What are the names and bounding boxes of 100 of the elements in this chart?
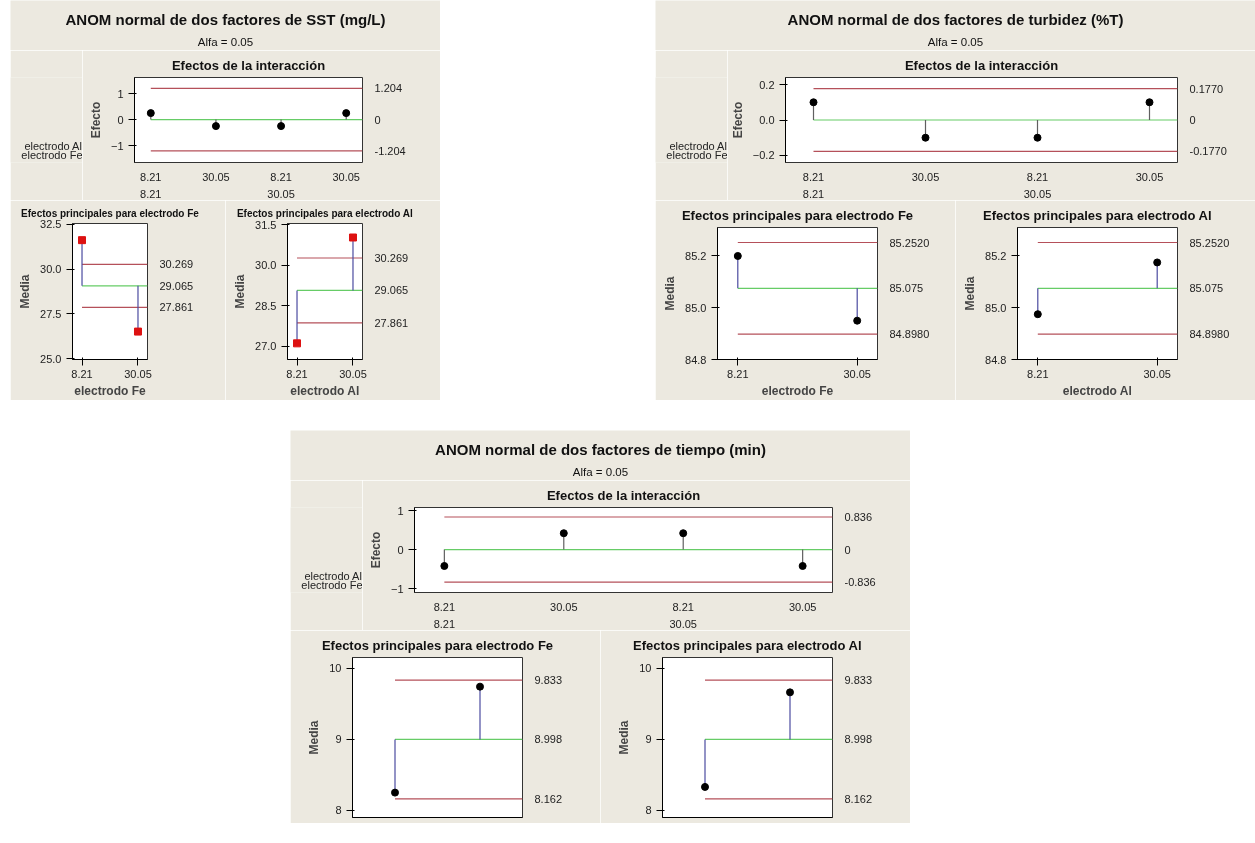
y-tick-label: 30.0 [40,263,62,276]
y-tick-label: 31.5 [255,218,277,231]
y-axis-title: Media [307,720,322,755]
ref-line-label: -0.836 [844,576,876,589]
x-axis-title: electrodo Fe [761,383,834,398]
y-tick-label: 85.2 [985,249,1007,262]
y-axis-title: Media [963,276,978,311]
text: 30.05 [669,617,697,630]
y-tick-label: 85.2 [685,249,707,262]
chart-title: Efectos principales para electrodo Al [632,637,862,653]
y-tick-label: 0 [117,113,124,126]
ref-line-label: 0 [374,113,381,126]
ref-line-label: -0.1770 [1189,145,1227,158]
y-tick-label: 1 [117,87,124,100]
ref-line-label: 84.8980 [889,328,930,341]
x-tick-label: 8.21 [433,600,456,613]
ref-line-label: 27.861 [159,301,194,314]
ref-line-label: 8.998 [844,733,873,746]
x-tick-label: 8.21 [1026,170,1049,183]
x-tick-label: 8.21 [1027,367,1049,380]
x-tick-label: 30.05 [550,600,578,613]
ref-line-label: 9.833 [534,674,563,687]
text: 8.21 [802,187,825,200]
x-tick-label: 30.05 [202,170,230,183]
y-axis-title: Media [617,720,632,755]
y-tick-label: 9 [645,733,652,746]
x-tick-label: 30.05 [339,367,367,380]
chart-title: Efectos principales para electrodo Fe [21,207,200,219]
ref-line-label: 85.2520 [889,236,930,249]
y-tick-label: 25.0 [40,352,62,365]
y-tick-label: 85.0 [985,301,1007,314]
y-axis-title: Media [18,274,33,309]
y-tick-label: 84.8 [685,353,707,366]
ref-line-label: 30.269 [374,252,409,264]
y-tick-label: 1 [397,504,404,517]
x-tick-label: 30.05 [1135,170,1164,183]
ref-line-label: 8.162 [534,792,563,805]
text: 30.05 [1023,187,1052,200]
text: 8.21 [433,617,456,630]
text: ANOM normal de dos factores de turbidez (%T) [787,11,1124,28]
chart-title: Efectos principales para electrodo Al [982,207,1212,223]
y-tick-label: −1 [110,139,124,152]
x-tick-label: 8.21 [802,170,825,183]
y-tick-label: 10 [329,662,342,675]
text: ANOM normal de dos factores de tiempo (min) [435,441,766,458]
ref-line-label: 0 [1189,114,1196,126]
y-tick-label: 8 [645,804,652,817]
y-tick-label: 0.2 [759,78,775,91]
y-tick-label: 10 [639,662,652,675]
y-tick-label: −1 [390,582,404,595]
x-tick-label: 8.21 [672,600,694,613]
chart-title: Efectos de la interacción [171,57,326,73]
text: Alfa = 0.05 [927,35,984,48]
ref-line-label: 30.269 [159,258,194,271]
ref-line-label: 27.861 [374,316,409,329]
x-tick-label: 8.21 [71,367,93,380]
y-tick-label: 30.0 [255,259,277,272]
y-tick-label: 27.0 [255,340,277,353]
x-tick-label: 30.05 [332,170,360,183]
y-tick-label: 32.5 [40,218,62,231]
ref-line-label: 9.833 [844,674,873,687]
ref-line-label: 0 [844,543,851,556]
y-axis-title: Efecto [730,101,745,139]
y-tick-label: 8 [335,804,342,817]
chart-title: Efectos de la interacción [546,487,701,503]
y-axis-title: Efecto [88,101,103,139]
y-tick-label: 28.5 [255,299,277,312]
ref-line-label: 0.836 [844,511,873,524]
ref-line-label: 0.1770 [1189,82,1224,95]
ref-line-label: 8.162 [844,792,873,805]
y-axis-title: Media [663,276,678,311]
y-tick-label: 85.0 [685,301,707,314]
ref-line-label: 85.075 [1189,282,1224,295]
ref-line-label: 29.065 [159,279,194,292]
ref-line-label: 8.998 [534,733,563,746]
x-tick-label: 30.05 [788,600,817,613]
x-tick-label: 30.05 [911,170,940,183]
y-axis-title: Efecto [368,531,383,569]
text: ANOM normal de dos factores de SST (mg/L) [65,11,386,28]
text: 30.05 [267,187,295,200]
x-tick-label: 8.21 [270,170,292,183]
y-tick-label: −0.2 [752,149,775,162]
text: Alfa = 0.05 [572,465,629,478]
ref-line-label: 84.8980 [1189,328,1230,341]
chart-title: Efectos de la interacción [904,57,1059,73]
x-tick-label: 8.21 [727,367,749,380]
y-tick-label: 84.8 [985,353,1007,366]
y-axis-title: Media [233,274,248,309]
chart-title: Efectos principales para electrodo Fe [321,637,554,653]
x-tick-label: 30.05 [843,367,871,380]
x-axis-title: electrodo Al [1062,383,1132,398]
text: 8.21 [140,187,162,200]
x-axis-title: electrodo Fe [74,383,146,398]
ref-line-label: 1.204 [374,82,403,95]
x-tick-label: 30.05 [1143,367,1171,380]
ref-line-label: 85.075 [889,282,924,295]
chart-title: Efectos principales para electrodo Al [236,207,413,219]
chart-title: Efectos principales para electrodo Fe [681,207,914,223]
y-tick-label: 9 [335,733,342,746]
x-tick-label: 8.21 [140,170,162,183]
